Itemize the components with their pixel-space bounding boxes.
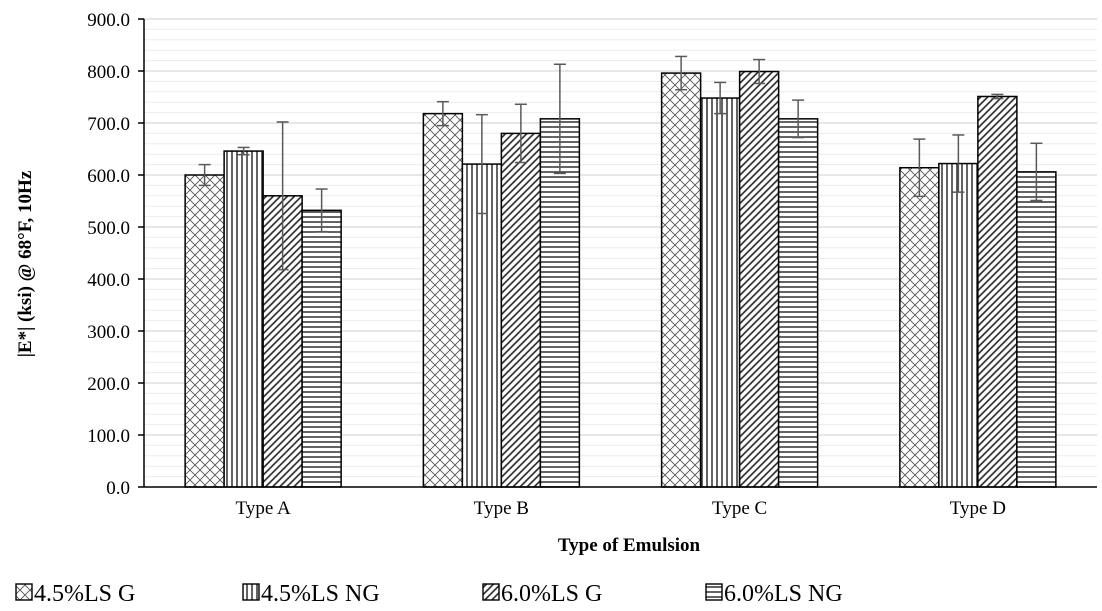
bar-4-2 (938, 162, 979, 488)
error-bar (753, 58, 766, 85)
y-tick-label: 300.0 (87, 322, 130, 343)
bar-3-3 (738, 70, 780, 488)
bar-4-4 (1016, 171, 1057, 488)
x-tick-label: Type D (950, 498, 1006, 519)
legend: 4.5%LS G 4.5%LS NG 6.0%LS G 6.0%LS NG (15, 581, 843, 607)
legend-item: 4.5%LS G (15, 581, 135, 607)
bar-3-1 (660, 72, 702, 488)
error-bar (514, 103, 527, 164)
bar-1-4 (301, 209, 342, 488)
error-bar (1030, 142, 1043, 202)
y-tick-label: 200.0 (87, 374, 130, 395)
y-axis-title: |E*| (ksi) @ 68°F, 10Hz (15, 170, 36, 357)
bar-2-4 (539, 118, 581, 488)
error-bars (198, 55, 1043, 271)
legend-item: 4.5%LS NG (242, 581, 380, 607)
x-tick-label: Type A (236, 498, 291, 519)
error-bar (952, 134, 965, 193)
error-bar (237, 146, 250, 156)
bar-1-1 (184, 174, 225, 488)
x-tick-label: Type C (712, 498, 767, 519)
error-bar (913, 138, 926, 198)
legend-swatch (482, 583, 500, 601)
error-bar (792, 99, 805, 139)
legend-label: 6.0%LS NG (724, 581, 843, 607)
error-bar (198, 163, 211, 187)
bar-2-3 (500, 132, 542, 488)
error-bar (553, 63, 566, 175)
y-tick-label: 600.0 (87, 166, 130, 187)
x-tick-label: Type B (474, 498, 529, 519)
bar-1-2 (223, 150, 264, 488)
error-bar (714, 81, 727, 115)
legend-item: 6.0%LS NG (705, 581, 843, 607)
y-tick-label: 400.0 (87, 270, 130, 291)
bar-3-2 (699, 97, 741, 488)
axes (138, 18, 1097, 488)
bar-4-1 (899, 166, 940, 488)
error-bar (315, 188, 328, 233)
y-tick-label: 100.0 (87, 426, 130, 447)
tick-labels: Type A Type B Type C Type D 0.0 100.0 200.0 300… (87, 10, 1006, 519)
bars (184, 70, 1057, 488)
y-tick-label: 800.0 (87, 62, 130, 83)
bar-3-4 (777, 118, 819, 488)
legend-swatch (242, 583, 260, 601)
legend-swatch (705, 583, 723, 601)
x-axis-title: Type of Emulsion (558, 535, 701, 556)
legend-label: 6.0%LS G (501, 581, 602, 607)
error-bar (991, 93, 1004, 100)
legend-label: 4.5%LS NG (261, 581, 380, 607)
y-tick-label: 500.0 (87, 218, 130, 239)
y-tick-label: 700.0 (87, 114, 130, 135)
legend-label: 4.5%LS G (34, 581, 135, 607)
error-bar (436, 100, 449, 127)
error-bar (276, 121, 289, 271)
y-tick-label: 0.0 (106, 478, 130, 499)
y-tick-label: 900.0 (87, 10, 130, 31)
bar-2-1 (422, 112, 464, 488)
legend-item: 6.0%LS G (482, 581, 602, 607)
error-bar (475, 113, 488, 215)
legend-swatch (15, 583, 33, 601)
bar-4-3 (977, 95, 1018, 488)
error-bar (675, 55, 688, 91)
